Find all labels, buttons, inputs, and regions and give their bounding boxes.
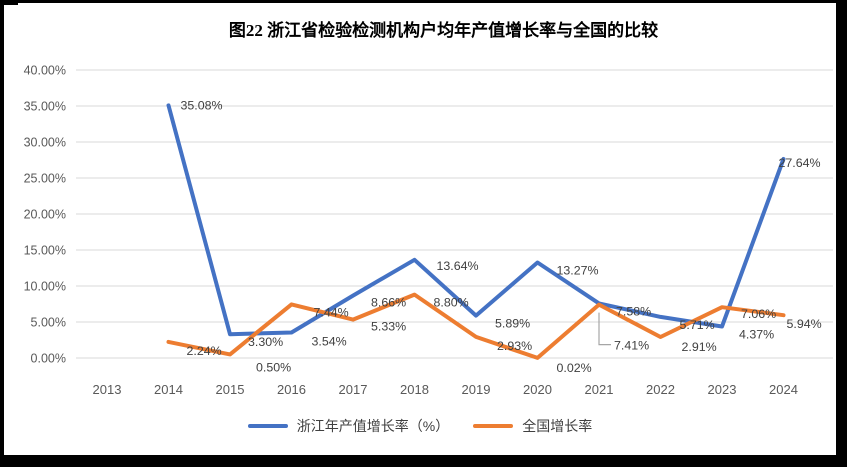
data-label: 2.91%	[682, 340, 717, 354]
data-label: 5.89%	[495, 317, 530, 331]
data-label: 13.64%	[437, 259, 479, 273]
data-label: 0.50%	[256, 360, 291, 374]
legend-label-zhejiang: 浙江年产值增长率（%）	[296, 418, 450, 434]
page-border-top-left	[0, 0, 18, 5]
data-label: 3.54%	[312, 335, 347, 349]
page-border-bottom	[0, 455, 847, 467]
x-tick-label: 2018	[400, 382, 429, 397]
x-tick-label: 2019	[462, 382, 491, 397]
x-tick-label: 2023	[708, 382, 737, 397]
data-label: 2.24%	[187, 344, 222, 358]
data-label: 7.06%	[741, 307, 776, 321]
series-line	[166, 292, 786, 360]
data-label: 4.37%	[739, 328, 774, 342]
data-label: 7.58%	[616, 304, 651, 318]
page-border-left	[0, 0, 4, 467]
y-tick-label: 10.00%	[24, 280, 66, 294]
legend: 浙江年产值增长率（%） 全国增长率	[4, 413, 836, 439]
data-label: 5.94%	[787, 317, 822, 331]
x-tick-label: 2013	[93, 382, 122, 397]
data-label: 27.64%	[779, 156, 821, 170]
page-border-top	[0, 0, 847, 3]
y-tick-label: 20.00%	[24, 208, 66, 222]
legend-item-zhejiang: 浙江年产值增长率（%）	[247, 418, 450, 434]
y-tick-label: 25.00%	[24, 172, 66, 186]
series-line	[166, 103, 786, 337]
x-tick-label: 2020	[523, 382, 552, 397]
x-tick-label: 2022	[646, 382, 675, 397]
chart-title: 图22 浙江省检验检测机构户均年产值增长率与全国的比较	[228, 21, 659, 40]
page-border-right	[836, 0, 847, 467]
legend-swatch-national-line	[473, 423, 514, 429]
x-tick-label: 2021	[585, 382, 614, 397]
x-tick-label: 2015	[216, 382, 245, 397]
data-label: 8.80%	[434, 296, 469, 310]
data-label: 7.44%	[314, 305, 349, 319]
data-label: 35.08%	[181, 98, 223, 112]
y-tick-label: 40.00%	[24, 64, 66, 78]
data-label: 5.33%	[371, 320, 406, 334]
data-label: 5.71%	[680, 318, 715, 332]
data-label: 2.93%	[497, 339, 532, 353]
x-tick-label: 2016	[277, 382, 306, 397]
data-label: 8.66%	[371, 296, 406, 310]
x-tick-label: 2017	[339, 382, 368, 397]
data-label: 7.41%	[614, 339, 649, 353]
y-tick-label: 0.00%	[31, 352, 66, 366]
legend-item-national: 全国增长率	[473, 419, 592, 433]
legend-label-national: 全国增长率	[522, 418, 593, 434]
data-label: 13.27%	[557, 263, 599, 277]
y-tick-label: 35.00%	[24, 100, 66, 114]
y-tick-label: 30.00%	[24, 136, 66, 150]
x-tick-label: 2024	[769, 382, 798, 397]
y-tick-label: 15.00%	[24, 244, 66, 258]
x-tick-label: 2014	[154, 382, 183, 397]
leader-line	[598, 312, 611, 346]
y-tick-label: 5.00%	[31, 316, 66, 330]
data-label: 3.30%	[248, 335, 283, 349]
legend-swatch-zhejiang-line	[247, 423, 288, 429]
data-label: 0.02%	[557, 361, 592, 375]
